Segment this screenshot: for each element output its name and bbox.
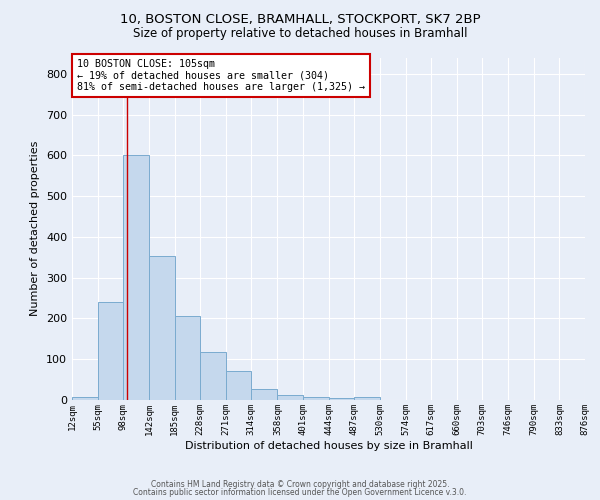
Y-axis label: Number of detached properties: Number of detached properties (31, 141, 40, 316)
Bar (200, 352, 226, 400)
Bar (175, 316, 200, 400)
Bar (303, 396, 329, 400)
Bar (98, 302, 123, 400)
Text: Size of property relative to detached houses in Bramhall: Size of property relative to detached ho… (133, 28, 467, 40)
Bar (123, 156, 149, 400)
X-axis label: Distribution of detached houses by size in Bramhall: Distribution of detached houses by size … (185, 440, 472, 450)
Bar (277, 394, 303, 400)
Text: 10, BOSTON CLOSE, BRAMHALL, STOCKPORT, SK7 2BP: 10, BOSTON CLOSE, BRAMHALL, STOCKPORT, S… (119, 12, 481, 26)
Bar (251, 389, 277, 400)
Bar (329, 398, 354, 400)
Bar (354, 396, 380, 400)
Bar (149, 256, 175, 400)
Text: Contains HM Land Registry data © Crown copyright and database right 2025.: Contains HM Land Registry data © Crown c… (151, 480, 449, 489)
Bar (72, 396, 98, 400)
Text: 10 BOSTON CLOSE: 105sqm
← 19% of detached houses are smaller (304)
81% of semi-d: 10 BOSTON CLOSE: 105sqm ← 19% of detache… (77, 59, 365, 92)
Bar (226, 370, 251, 400)
Text: Contains public sector information licensed under the Open Government Licence v.: Contains public sector information licen… (133, 488, 467, 497)
